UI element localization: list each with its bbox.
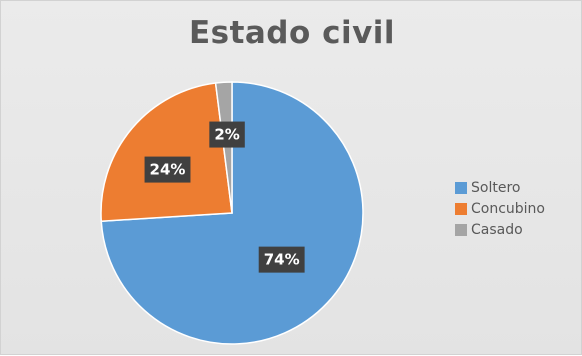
legend-label-concubino: Concubino (471, 200, 545, 217)
data-label-box-soltero (258, 246, 305, 273)
data-label-text-concubino: 24% (150, 161, 186, 179)
data-label-box-casado (209, 121, 245, 148)
legend: Soltero Concubino Casado (455, 177, 545, 240)
data-label-text-soltero: 74% (264, 251, 300, 269)
data-label-text-casado: 2% (214, 126, 239, 144)
data-label-box-concubino (144, 156, 191, 183)
pie-slice-concubino (100, 82, 233, 223)
legend-item-casado: Casado (455, 219, 545, 240)
legend-swatch-soltero (455, 181, 467, 194)
legend-swatch-casado (455, 223, 467, 236)
data-label-casado: 2% (209, 121, 245, 148)
legend-label-casado: Casado (471, 221, 523, 238)
data-label-soltero: 74% (258, 246, 305, 273)
legend-swatch-concubino (455, 202, 467, 215)
legend-item-soltero: Soltero (455, 177, 545, 198)
data-label-concubino: 24% (144, 156, 191, 183)
legend-label-soltero: Soltero (471, 179, 521, 196)
legend-item-concubino: Concubino (455, 198, 545, 219)
chart-title: Estado civil (188, 15, 396, 51)
